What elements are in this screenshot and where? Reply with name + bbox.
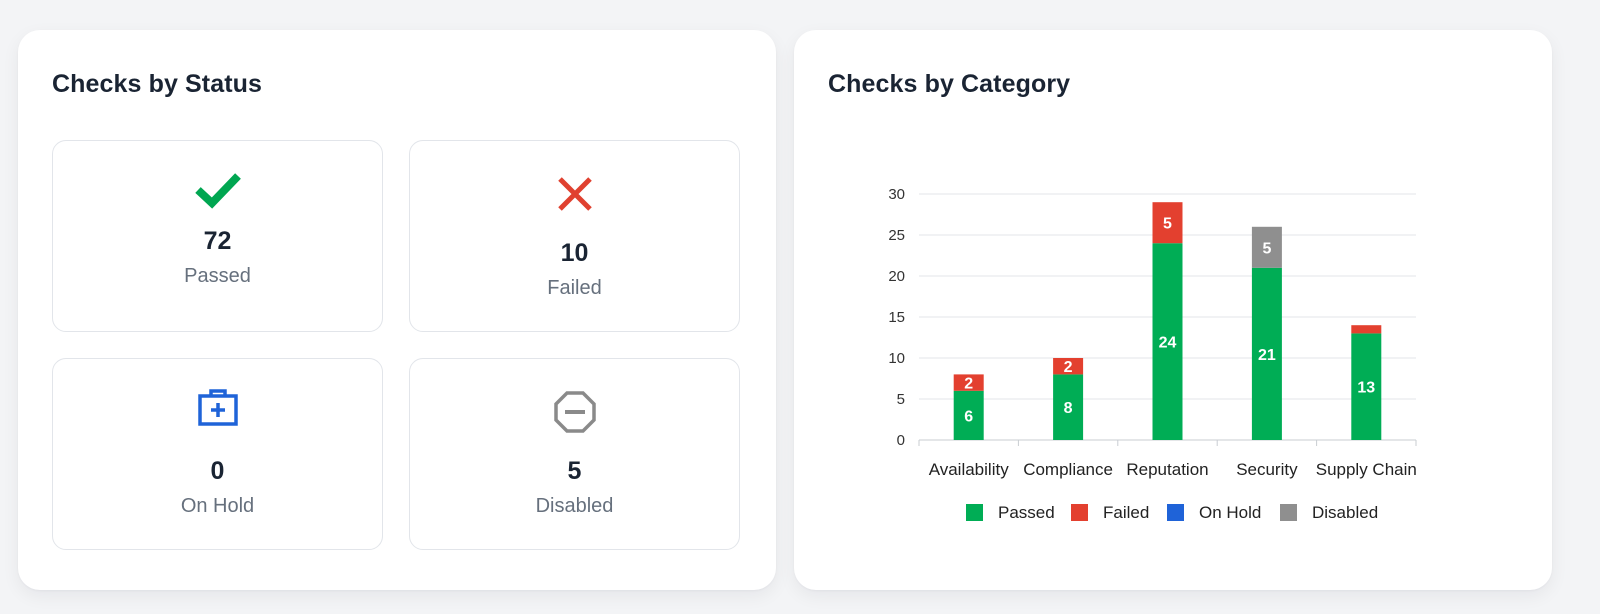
bar-value-label: 21 [1258, 347, 1276, 364]
legend-swatch [966, 504, 983, 521]
bar-value-label: 24 [1159, 335, 1177, 352]
status-panel-title: Checks by Status [52, 70, 263, 98]
y-tick-label: 30 [888, 186, 905, 203]
disabled-card[interactable]: 5 Disabled [409, 358, 740, 550]
x-tick-label: Security [1236, 460, 1298, 479]
legend-label: On Hold [1199, 503, 1261, 522]
on-hold-label: On Hold [180, 495, 255, 517]
bar-segment [1351, 325, 1382, 334]
x-tick-label: Compliance [1023, 460, 1113, 479]
briefcase-plus-icon [53, 386, 382, 430]
y-tick-label: 10 [888, 350, 905, 367]
checks-by-category-panel: Checks by Category 0 5 10 15 20 25 30 6 2 Availab… [794, 30, 1552, 590]
bar-segment [1152, 202, 1183, 244]
bar-value-label: 2 [964, 376, 973, 393]
bar-segment [1053, 358, 1084, 375]
legend-swatch [1071, 504, 1088, 521]
check-icon [53, 168, 382, 212]
failed-count: 10 [560, 239, 589, 267]
y-tick-label: 15 [888, 309, 905, 326]
bar-segment [1152, 243, 1183, 440]
disabled-label: Disabled [535, 495, 614, 517]
legend-label: Disabled [1312, 503, 1378, 522]
checks-by-category-chart: 0 5 10 15 20 25 30 6 2 Availability 8 2 Compliance 24… [888, 186, 1417, 522]
disabled-count: 5 [567, 457, 582, 485]
bar-segment [953, 390, 984, 440]
y-tick-label: 5 [897, 391, 905, 408]
octagon-minus-icon [410, 390, 739, 434]
failed-label: Failed [547, 277, 602, 299]
bar-value-label: 5 [1163, 216, 1172, 233]
x-tick-label: Availability [929, 460, 1010, 479]
legend-swatch [1280, 504, 1297, 521]
bar-value-label: 2 [1064, 359, 1073, 376]
bar-value-label: 5 [1262, 240, 1271, 257]
bar-value-label: 6 [964, 408, 973, 425]
bar-segment [1053, 374, 1084, 440]
on-hold-card[interactable]: 0 On Hold [52, 358, 383, 550]
y-tick-label: 20 [888, 268, 905, 285]
passed-count: 72 [203, 227, 232, 255]
on-hold-count: 0 [210, 457, 225, 485]
bar-segment [1251, 267, 1282, 440]
legend-swatch [1167, 504, 1184, 521]
bar-segment [953, 374, 984, 391]
bar-segment [1251, 226, 1282, 268]
failed-card[interactable]: 10 Failed [409, 140, 740, 332]
legend-label: Passed [998, 503, 1055, 522]
x-tick-label: Supply Chain [1316, 460, 1417, 479]
x-icon [410, 172, 739, 216]
bar-segment [1351, 333, 1382, 440]
passed-label: Passed [184, 265, 251, 287]
category-panel-title: Checks by Category [828, 70, 1071, 98]
bar-value-label: 8 [1064, 400, 1073, 417]
passed-card[interactable]: 72 Passed [52, 140, 383, 332]
y-tick-label: 0 [897, 432, 905, 449]
y-tick-label: 25 [888, 227, 905, 244]
checks-by-status-panel: Checks by Status 72 Passed 10 Failed 0 O… [18, 30, 776, 590]
legend-label: Failed [1103, 503, 1149, 522]
x-tick-label: Reputation [1126, 460, 1208, 479]
bar-value-label: 13 [1357, 380, 1375, 397]
